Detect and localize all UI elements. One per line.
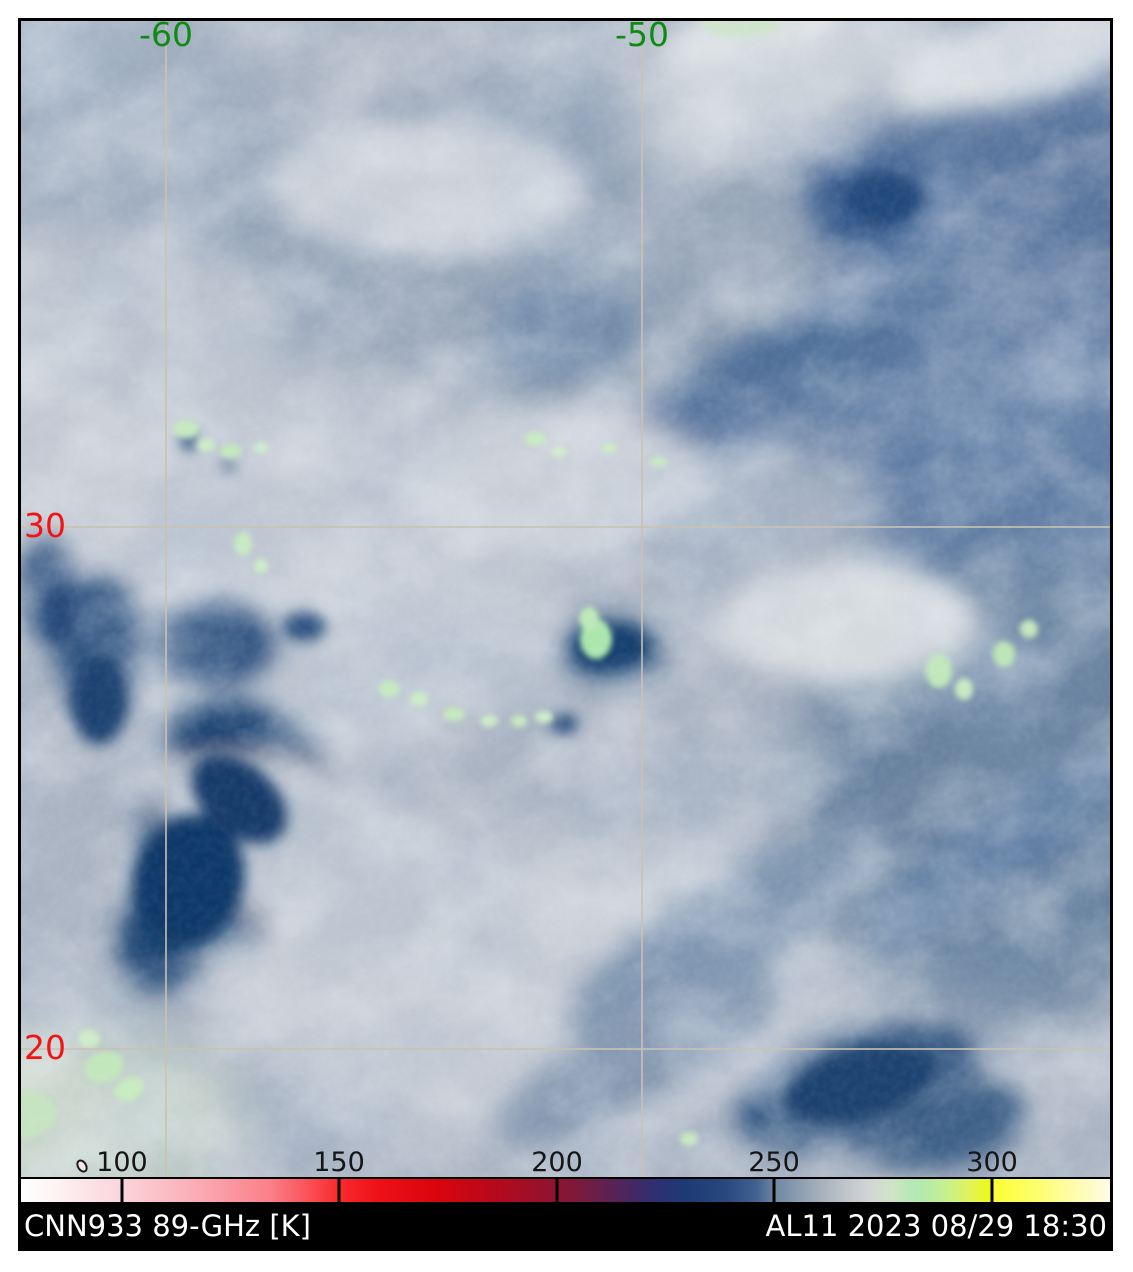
colorbar-tick: [772, 1179, 776, 1202]
gridline-lat: [21, 1048, 1110, 1050]
colorbar-tick-label: 300: [966, 1146, 1018, 1177]
gridline-lon: [165, 21, 167, 1177]
lat-label: 30: [24, 506, 66, 546]
caption-bar: CNN933 89-GHz [K] AL11 2023 08/29 18:30: [21, 1202, 1110, 1251]
colorbar-tick: [337, 1179, 341, 1202]
cloud-field-image: [21, 21, 1110, 1177]
satellite-image-area: -60 -50 30 20 100 150 200 250 300: [21, 21, 1110, 1177]
storm-datetime-label: AL11 2023 08/29 18:30: [765, 1209, 1107, 1243]
colorbar-tick: [990, 1179, 994, 1202]
colorbar: [21, 1177, 1110, 1202]
colorbar-tick: [120, 1179, 124, 1202]
lon-label: -60: [139, 21, 193, 54]
colorbar-tick-label: 150: [313, 1146, 365, 1177]
colorbar-tick-label: 100: [96, 1146, 148, 1177]
product-label: CNN933 89-GHz [K]: [24, 1209, 311, 1243]
lon-label: -50: [615, 21, 669, 54]
lat-label: 20: [24, 1028, 66, 1068]
colorbar-tick: [555, 1179, 559, 1202]
colorbar-tick-label: 250: [748, 1146, 800, 1177]
colorbar-tick-label: 200: [531, 1146, 583, 1177]
satellite-figure: -60 -50 30 20 100 150 200 250 300 CNN933 89-GHz…: [18, 18, 1113, 1251]
gridline-lat: [21, 526, 1110, 528]
gridline-lon: [641, 21, 643, 1177]
